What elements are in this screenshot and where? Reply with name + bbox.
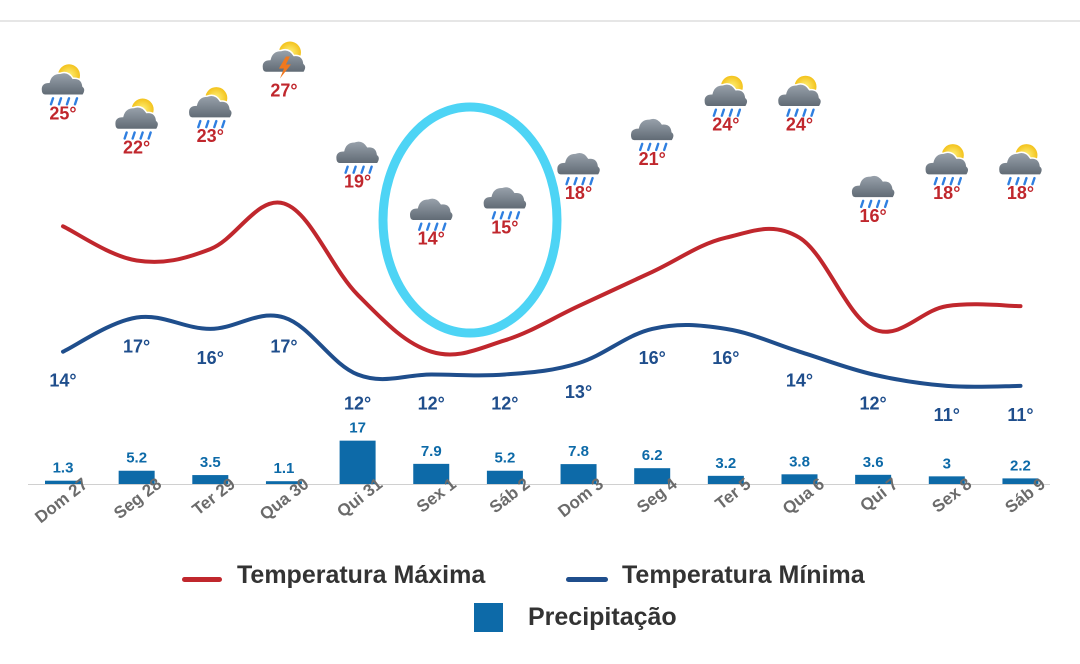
highlight-ellipse [378, 102, 562, 338]
precip-label: 7.8 [568, 443, 589, 460]
min-temp-label: 12° [344, 394, 371, 414]
precip-bar-10 [781, 474, 818, 484]
precip-bar-1 [118, 470, 155, 484]
precip-label: 3.5 [200, 454, 221, 471]
max-temp-label: 23° [197, 126, 224, 146]
min-temp-label: 14° [786, 371, 813, 391]
min-temp-label: 17° [123, 337, 150, 357]
legend-max-swatch [182, 577, 222, 582]
precip-bar-0 [45, 480, 81, 484]
min-temp-label: 16° [197, 348, 224, 368]
partly-sunny-rain-icon [776, 75, 823, 117]
max-temp-label: 18° [1007, 183, 1034, 203]
legend-min-label: Temperatura Mínima [622, 561, 865, 589]
max-temp-label: 18° [933, 183, 960, 203]
min-temp-label: 13° [565, 382, 592, 402]
precip-bar-13 [1002, 478, 1039, 484]
rain-cloud-icon [334, 140, 381, 174]
precip-bar-12 [928, 476, 965, 484]
max-temp-line [61, 200, 1023, 357]
max-temp-label: 24° [712, 115, 739, 135]
min-temp-label: 11° [934, 405, 960, 425]
precip-label: 5.2 [126, 450, 147, 467]
precip-bar-2 [192, 475, 229, 484]
precip-label: 2.2 [1010, 457, 1031, 474]
x-axis: Dom 27 Seg 28 Ter 29 Qua 30 Qui 31 Sex 1 Sáb 2… [31, 474, 1049, 527]
min-temp-label: 16° [712, 348, 739, 368]
max-temp-label: 21° [639, 149, 666, 169]
precip-label: 3.2 [715, 455, 736, 472]
min-temp-label: 17° [270, 337, 297, 357]
max-temp-label: 18° [565, 183, 592, 203]
partly-sunny-rain-icon [924, 144, 970, 186]
rain-cloud-icon [408, 197, 454, 231]
min-temp-label: 11° [1007, 405, 1033, 425]
partly-sunny-rain-icon [187, 87, 234, 129]
max-temp-label: 15° [491, 217, 518, 237]
max-temp-label: 14° [418, 229, 445, 249]
partly-sunny-rain-icon [40, 64, 86, 106]
precip-label: 6.2 [642, 447, 663, 464]
legend-min-swatch [566, 577, 608, 582]
max-temp-label: 24° [786, 115, 813, 135]
max-temp-label: 19° [344, 172, 371, 192]
max-temp-label: 27° [270, 81, 297, 101]
precip-label: 3 [943, 455, 951, 472]
precip-bar-5 [413, 463, 450, 484]
min-temp-label: 16° [639, 348, 666, 368]
rain-cloud-icon [482, 185, 528, 220]
precip-label: 3.8 [789, 453, 810, 470]
weather-icons [40, 41, 1044, 231]
precip-bar-11 [855, 474, 892, 484]
max-temp-label: 25° [49, 103, 76, 123]
precip-bar-3 [265, 481, 302, 484]
rain-cloud-icon [629, 117, 675, 152]
precip-label: 5.2 [494, 450, 515, 467]
precip-bar-4 [339, 440, 376, 484]
precip-label: 1.3 [53, 460, 74, 477]
min-temp-label: 12° [418, 394, 445, 414]
data-labels: 25° 22° 23° 27° 19° 14° 15° 18° 21° 24° 24° 16° 18° 1… [49, 81, 1034, 478]
rain-cloud-icon [850, 174, 896, 209]
partly-sunny-rain-icon [997, 144, 1044, 186]
legend-precip-label: Precipitação [528, 603, 677, 631]
precip-label: 7.9 [421, 443, 442, 460]
min-temp-label: 14° [49, 371, 76, 391]
max-temp-label: 22° [123, 138, 150, 158]
precip-label: 3.6 [863, 454, 884, 471]
min-temp-label: 12° [491, 394, 518, 414]
partly-sunny-rain-icon [703, 75, 749, 117]
precip-bar-6 [486, 470, 523, 484]
precip-label: 1.1 [274, 460, 295, 477]
precip-bar-8 [634, 468, 671, 484]
max-temp-label: 16° [860, 206, 887, 226]
sun-thunderstorm-icon [261, 41, 307, 79]
precip-bar-7 [560, 464, 597, 484]
legend-max-label: Temperatura Máxima [237, 561, 486, 589]
min-temp-label: 12° [860, 394, 887, 414]
weather-chart: 25° 22° 23° 27° 19° 14° 15° 18° 21° 24° 24° 16° 18° 1… [28, 41, 1050, 527]
temperature-lines [61, 200, 1023, 389]
precip-bar-9 [707, 475, 744, 484]
min-temp-line [61, 313, 1023, 389]
rain-cloud-icon [555, 151, 602, 186]
precip-label: 17 [349, 420, 366, 437]
top-divider [0, 20, 1080, 22]
legend-precip-swatch [474, 603, 503, 632]
precipitation-bars [45, 440, 1039, 484]
partly-sunny-rain-icon [113, 98, 160, 140]
